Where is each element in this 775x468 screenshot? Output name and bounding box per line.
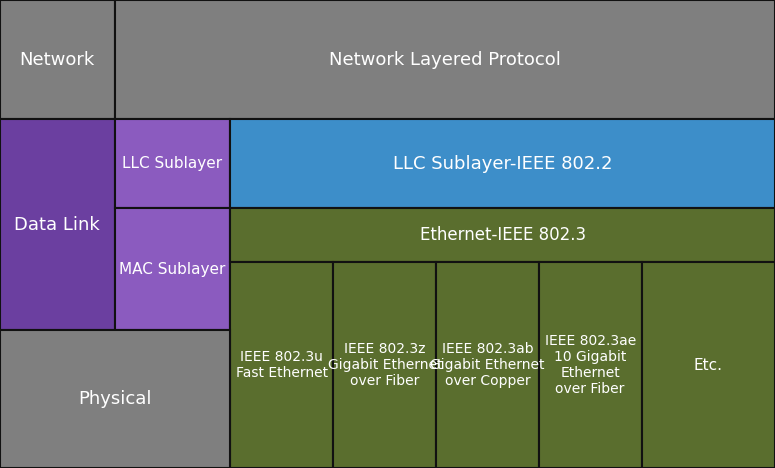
Text: IEEE 802.3u
Fast Ethernet: IEEE 802.3u Fast Ethernet [236, 350, 328, 380]
Bar [0, 330, 230, 468]
Text: IEEE 802.3ab
Gigabit Ethernet
over Copper: IEEE 802.3ab Gigabit Ethernet over Coppe… [430, 342, 545, 388]
Text: Ethernet-IEEE 802.3: Ethernet-IEEE 802.3 [419, 226, 586, 244]
Bar [333, 262, 436, 468]
Text: Etc.: Etc. [694, 358, 723, 373]
Text: MAC Sublayer: MAC Sublayer [119, 262, 226, 277]
Bar [436, 262, 539, 468]
Bar [115, 119, 230, 208]
Bar [230, 119, 775, 208]
Bar [230, 262, 333, 468]
Bar [230, 208, 775, 262]
Bar [0, 0, 115, 119]
Bar [642, 262, 775, 468]
Text: Network: Network [19, 51, 95, 69]
Bar [0, 119, 115, 330]
Text: IEEE 802.3ae
10 Gigabit
Ethernet
over Fiber: IEEE 802.3ae 10 Gigabit Ethernet over Fi… [545, 334, 635, 396]
Text: Physical: Physical [78, 390, 152, 408]
Text: IEEE 802.3z
Gigabit Ethernet
over Fiber: IEEE 802.3z Gigabit Ethernet over Fiber [328, 342, 442, 388]
Bar [115, 208, 230, 330]
Text: LLC Sublayer: LLC Sublayer [122, 156, 222, 171]
Text: LLC Sublayer-IEEE 802.2: LLC Sublayer-IEEE 802.2 [393, 155, 612, 173]
Text: Network Layered Protocol: Network Layered Protocol [329, 51, 561, 69]
Bar [539, 262, 642, 468]
Text: Data Link: Data Link [15, 216, 100, 234]
Bar [115, 0, 775, 119]
